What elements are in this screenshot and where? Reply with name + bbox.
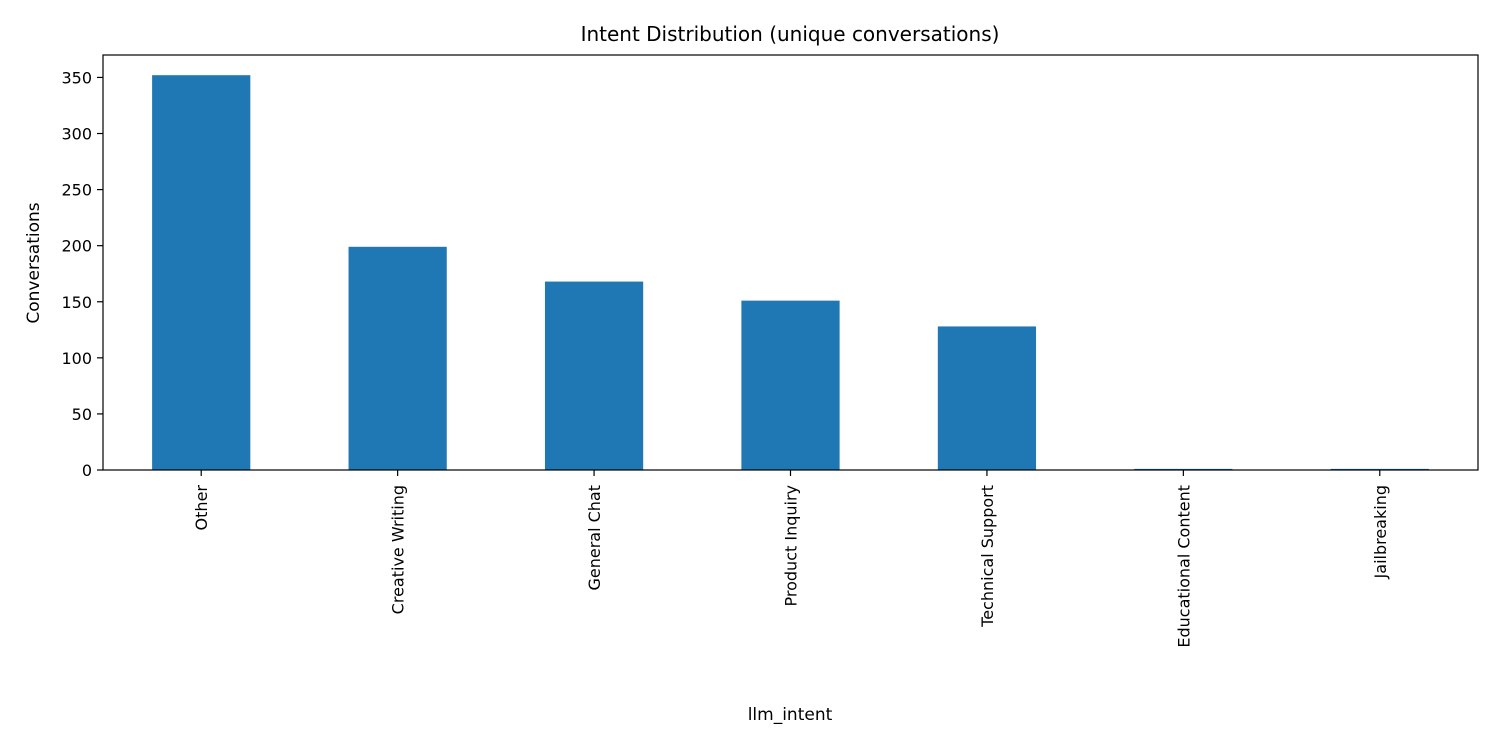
x-tick-label: Technical Support <box>978 485 997 628</box>
y-tick-label: 350 <box>61 68 92 87</box>
bar <box>741 300 840 470</box>
bar <box>152 75 251 471</box>
x-tick-label: Product Inquiry <box>782 485 801 606</box>
y-tick-label: 200 <box>61 237 92 256</box>
chart-title: Intent Distribution (unique conversation… <box>581 22 1000 46</box>
y-tick-label: 50 <box>72 405 92 424</box>
bars-group <box>152 75 1429 471</box>
x-tick-label: Jailbreaking <box>1371 485 1390 579</box>
x-tick-label: Other <box>192 485 211 531</box>
bar <box>348 246 447 470</box>
x-axis-label: llm_intent <box>748 705 833 725</box>
y-axis-label: Conversations <box>24 202 44 323</box>
y-axis: 0 50 100 150 200 250 300 350 <box>61 68 103 480</box>
y-tick-label: 300 <box>61 125 92 144</box>
x-axis: Other Creative Writing General Chat Product… <box>192 470 1390 648</box>
bar <box>937 326 1037 470</box>
y-tick-label: 0 <box>82 461 92 480</box>
y-tick-label: 250 <box>61 181 92 200</box>
plot-frame <box>102 54 1479 471</box>
bar <box>544 281 644 470</box>
x-tick-label: Creative Writing <box>389 485 408 614</box>
x-tick-label: Educational Content <box>1174 485 1193 648</box>
y-tick-label: 100 <box>61 349 92 368</box>
x-tick-label: General Chat <box>585 485 604 591</box>
y-tick-label: 150 <box>61 293 92 312</box>
